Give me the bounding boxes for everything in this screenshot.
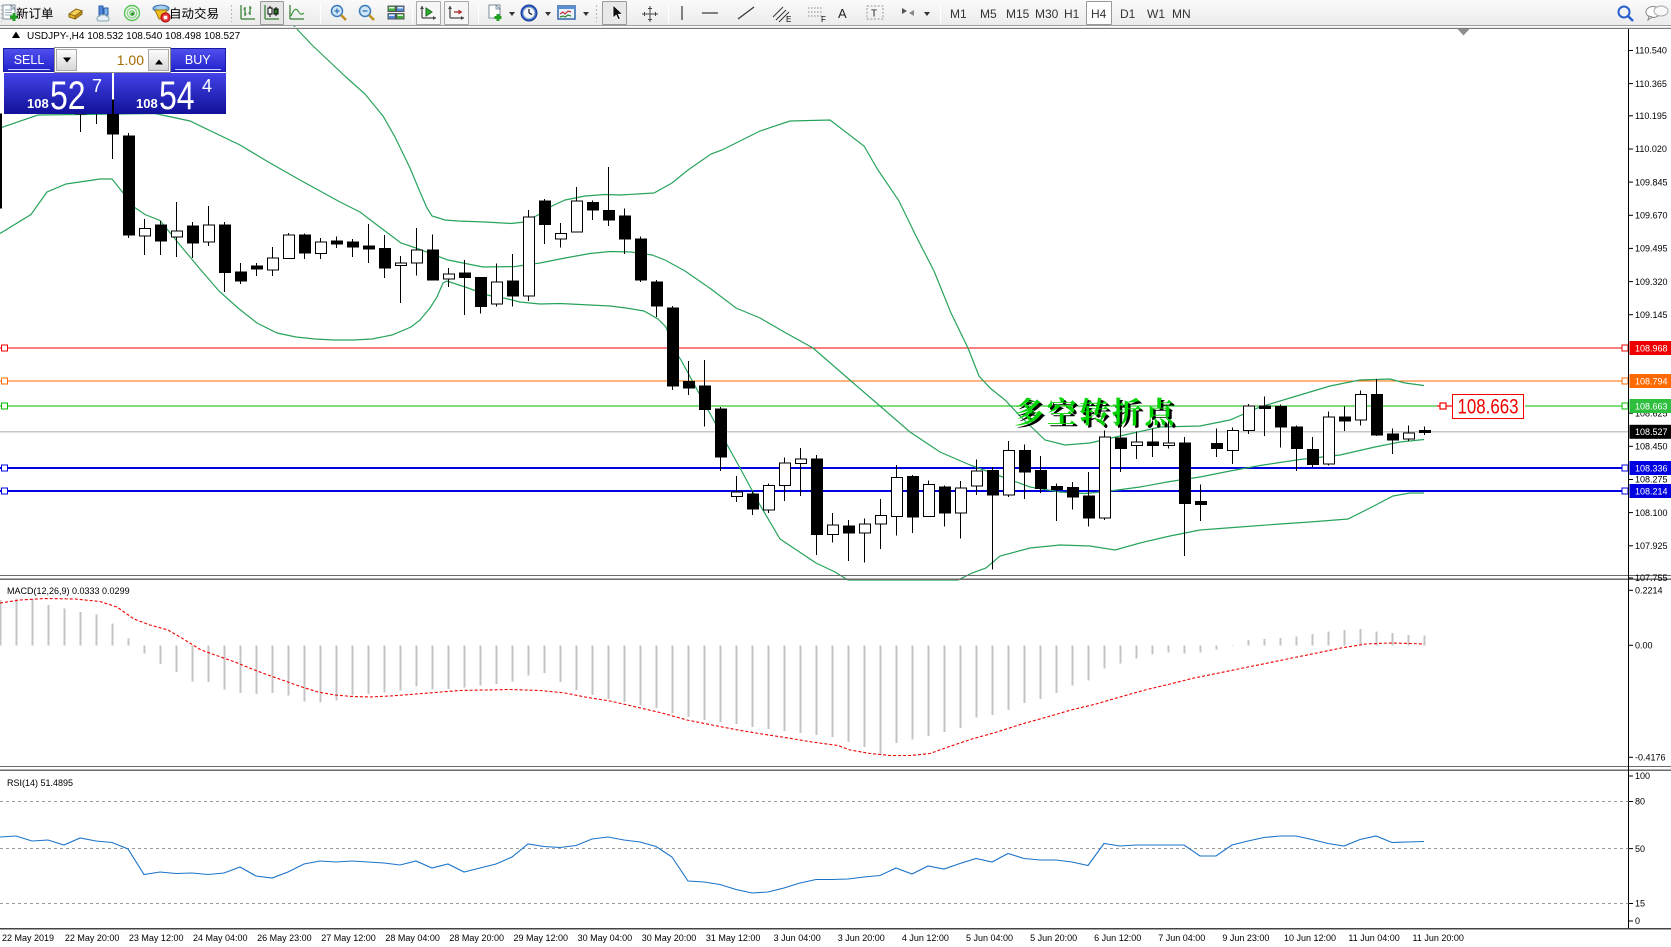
svg-text:RSI(14) 51.4895: RSI(14) 51.4895 — [7, 778, 73, 788]
svg-text:9 Jun 23:00: 9 Jun 23:00 — [1222, 933, 1269, 943]
svg-text:F: F — [821, 15, 826, 24]
svg-text:E: E — [786, 15, 791, 24]
svg-text:23 May 12:00: 23 May 12:00 — [129, 933, 184, 943]
svg-text:T: T — [871, 9, 877, 20]
svg-text:28 May 20:00: 28 May 20:00 — [449, 933, 504, 943]
svg-text:0.2214: 0.2214 — [1635, 586, 1663, 596]
svg-text:108.450: 108.450 — [1635, 442, 1668, 452]
svg-text:30 May 20:00: 30 May 20:00 — [642, 933, 697, 943]
svg-text:24 May 04:00: 24 May 04:00 — [193, 933, 248, 943]
svg-text:15: 15 — [1635, 899, 1645, 909]
svg-text:6 Jun 12:00: 6 Jun 12:00 — [1094, 933, 1141, 943]
svg-text:110.020: 110.020 — [1635, 144, 1667, 154]
svg-text:10 Jun 12:00: 10 Jun 12:00 — [1284, 933, 1336, 943]
svg-text:108.663: 108.663 — [1458, 396, 1519, 419]
svg-text:107.925: 107.925 — [1635, 541, 1668, 551]
svg-text:3 Jun 04:00: 3 Jun 04:00 — [774, 933, 821, 943]
svg-text:22 May 20:00: 22 May 20:00 — [65, 933, 120, 943]
svg-text:MACD(12,26,9) 0.0333 0.0299: MACD(12,26,9) 0.0333 0.0299 — [7, 586, 130, 596]
svg-text:109.320: 109.320 — [1635, 277, 1668, 287]
svg-text:108.214: 108.214 — [1635, 486, 1668, 496]
svg-text:109.495: 109.495 — [1635, 244, 1668, 254]
svg-text:108.968: 108.968 — [1635, 343, 1668, 353]
svg-text:108.527: 108.527 — [1635, 427, 1668, 437]
svg-text:5 Jun 04:00: 5 Jun 04:00 — [966, 933, 1013, 943]
svg-text:110.195: 110.195 — [1635, 111, 1667, 121]
svg-text:108.275: 108.275 — [1635, 475, 1668, 485]
svg-text:11 Jun 20:00: 11 Jun 20:00 — [1413, 933, 1464, 943]
svg-text:108.663: 108.663 — [1635, 401, 1668, 411]
svg-text:-0.4176: -0.4176 — [1635, 753, 1666, 763]
svg-text:108.336: 108.336 — [1635, 463, 1668, 473]
svg-text:29 May 12:00: 29 May 12:00 — [514, 933, 569, 943]
svg-text:110.540: 110.540 — [1635, 46, 1667, 56]
svg-text:30 May 04:00: 30 May 04:00 — [578, 933, 633, 943]
svg-text:108.100: 108.100 — [1635, 508, 1668, 518]
svg-text:100: 100 — [1635, 771, 1650, 781]
svg-text:28 May 04:00: 28 May 04:00 — [385, 933, 440, 943]
svg-text:3 Jun 20:00: 3 Jun 20:00 — [838, 933, 885, 943]
svg-text:108.794: 108.794 — [1635, 376, 1668, 386]
svg-text:26 May 23:00: 26 May 23:00 — [257, 933, 312, 943]
svg-text:22 May 2019: 22 May 2019 — [2, 933, 54, 943]
svg-text:0.00: 0.00 — [1635, 641, 1653, 651]
svg-text:31 May 12:00: 31 May 12:00 — [706, 933, 761, 943]
svg-text:4 Jun 12:00: 4 Jun 12:00 — [902, 933, 949, 943]
svg-text:0: 0 — [1635, 916, 1640, 926]
svg-text:7 Jun 04:00: 7 Jun 04:00 — [1158, 933, 1205, 943]
svg-text:109.845: 109.845 — [1635, 177, 1668, 187]
svg-text:27 May 12:00: 27 May 12:00 — [321, 933, 376, 943]
svg-text:80: 80 — [1635, 797, 1645, 807]
svg-text:50: 50 — [1635, 844, 1645, 854]
svg-text:108.625: 108.625 — [1635, 408, 1668, 418]
svg-text:109.670: 109.670 — [1635, 211, 1668, 221]
svg-text:110.365: 110.365 — [1635, 79, 1667, 89]
svg-text:107.755: 107.755 — [1635, 573, 1668, 583]
svg-text:5 Jun 20:00: 5 Jun 20:00 — [1030, 933, 1077, 943]
svg-text:109.145: 109.145 — [1635, 310, 1668, 320]
svg-text:11 Jun 04:00: 11 Jun 04:00 — [1348, 933, 1399, 943]
svg-text:USDJPY-,H4 108.532 108.540 10: USDJPY-,H4 108.532 108.540 108.498 108.5… — [27, 31, 241, 42]
